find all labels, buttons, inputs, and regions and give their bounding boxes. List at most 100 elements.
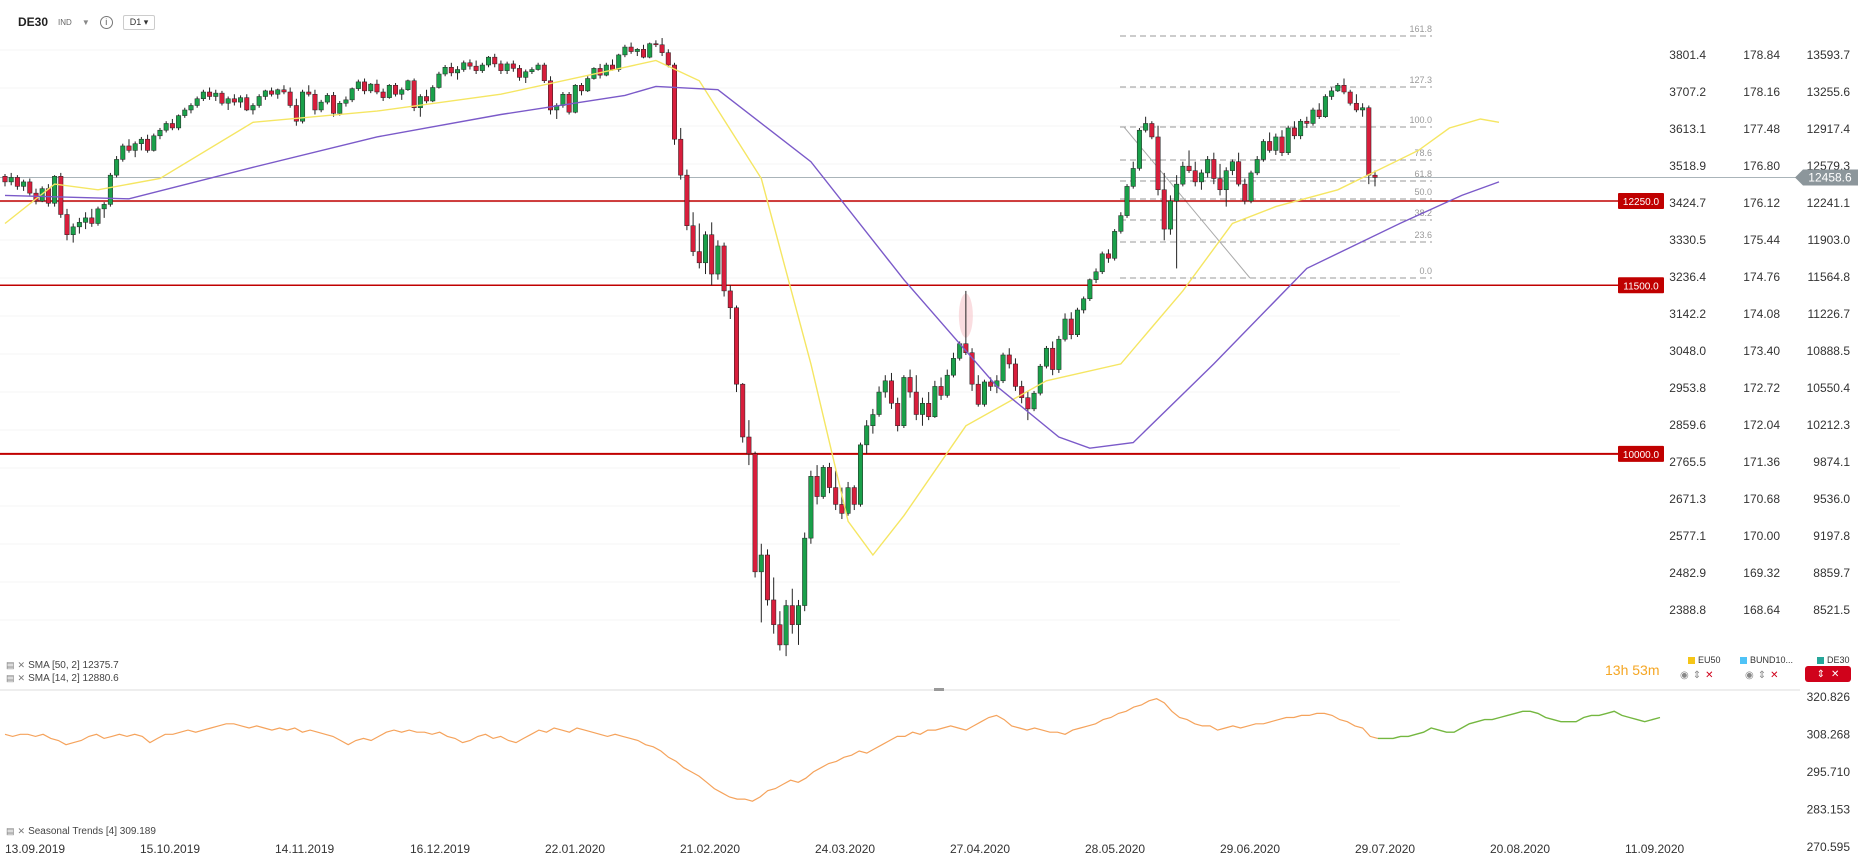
candle-down xyxy=(287,91,293,106)
date-axis-label: 16.12.2019 xyxy=(410,842,470,856)
fib-level-label: 23.6 xyxy=(1414,230,1432,240)
price-axis-left-label: 2765.5 xyxy=(1669,455,1706,469)
candle-down xyxy=(411,80,417,108)
close-icon[interactable]: ✕ xyxy=(17,826,26,836)
candle-down xyxy=(231,98,237,103)
candle-down xyxy=(207,91,213,97)
chart-header: DE30 IND ▼ i D1 ▾ xyxy=(18,12,156,32)
indicator-sma50-label[interactable]: ▤ ✕ SMA [50, 2] 12375.7 xyxy=(6,660,119,671)
settings-icon[interactable]: ▤ xyxy=(6,660,15,670)
candle-up xyxy=(405,80,411,90)
sort-icon[interactable]: ⇕ xyxy=(1757,670,1767,681)
legend-eu50[interactable]: EU50 xyxy=(1688,655,1721,665)
candle-up xyxy=(1000,354,1006,382)
candle-down xyxy=(293,105,299,122)
eye-icon[interactable]: ◉ xyxy=(1745,670,1754,681)
candle-down xyxy=(1161,189,1167,230)
candle-up xyxy=(703,234,708,264)
date-axis-label: 15.10.2019 xyxy=(140,842,200,856)
candle-down xyxy=(1006,354,1012,365)
seasonal-line-history xyxy=(4,698,1378,802)
candle-up xyxy=(225,98,231,104)
legend-bund10[interactable]: BUND10... xyxy=(1740,655,1793,665)
candle-up xyxy=(1056,338,1062,370)
fib-level-label: 78.6 xyxy=(1414,148,1432,158)
price-level-badge xyxy=(1618,277,1664,294)
info-icon[interactable]: i xyxy=(99,15,113,29)
candle-down xyxy=(14,177,20,187)
candle-down xyxy=(64,214,70,235)
price-axis-left-label: 2671.3 xyxy=(1669,492,1706,506)
candle-up xyxy=(479,64,485,71)
eu50-controls: ◉ ⇕ ✕ xyxy=(1680,670,1714,681)
sort-icon[interactable]: ⇕ xyxy=(1692,670,1702,681)
candle-up xyxy=(83,217,89,223)
candle-up xyxy=(932,386,938,418)
candle-down xyxy=(721,245,727,292)
close-icon[interactable]: ✕ xyxy=(1831,668,1840,680)
candle-down xyxy=(839,504,845,514)
price-axis-right-label: 9874.1 xyxy=(1813,455,1850,469)
candle-down xyxy=(467,62,473,67)
candle-down xyxy=(1353,102,1359,111)
settings-icon[interactable]: ▤ xyxy=(6,826,15,836)
candle-down xyxy=(244,97,250,111)
price-axis-right-label: 9197.8 xyxy=(1813,529,1850,543)
candle-down xyxy=(684,174,690,226)
price-axis-mid-label: 178.84 xyxy=(1743,48,1780,62)
candle-down xyxy=(1267,141,1273,151)
close-icon[interactable]: ✕ xyxy=(1770,670,1779,681)
price-axis-left-label: 3801.4 xyxy=(1669,48,1706,62)
candle-down xyxy=(988,381,994,387)
close-icon[interactable]: ✕ xyxy=(17,660,26,670)
candle-down xyxy=(1025,397,1031,410)
seasonal-axis-label: 320.826 xyxy=(1807,690,1851,704)
price-axis-right-label: 12241.1 xyxy=(1807,196,1851,210)
timeframe-select[interactable]: D1 ▾ xyxy=(122,14,156,30)
candle-up xyxy=(622,46,628,56)
settings-icon[interactable]: ▤ xyxy=(6,673,15,683)
candle-up xyxy=(1205,159,1211,174)
candle-down xyxy=(517,68,523,78)
candle-up xyxy=(1260,141,1266,160)
candle-down xyxy=(1019,386,1025,398)
color-swatch xyxy=(1740,656,1747,664)
legend-de30[interactable]: DE30 xyxy=(1817,655,1850,665)
de30-controls[interactable]: ⇕ ✕ xyxy=(1805,666,1851,682)
price-axis-left-label: 3424.7 xyxy=(1669,196,1706,210)
sort-icon[interactable]: ⇕ xyxy=(1816,668,1825,680)
price-axis-mid-label: 173.40 xyxy=(1743,344,1780,358)
date-axis-label: 29.07.2020 xyxy=(1355,842,1415,856)
sma50-line xyxy=(4,85,1500,449)
eye-icon[interactable]: ◉ xyxy=(1680,670,1689,681)
candle-up xyxy=(647,43,653,58)
candle-down xyxy=(734,307,739,385)
price-axis-mid-label: 176.12 xyxy=(1743,196,1780,210)
close-icon[interactable]: ✕ xyxy=(1705,670,1714,681)
candle-down xyxy=(1291,127,1297,137)
indicator-seasonal-label[interactable]: ▤ ✕ Seasonal Trends [4] 309.189 xyxy=(6,826,156,837)
chevron-down-icon[interactable]: ▼ xyxy=(81,17,90,27)
candle-up xyxy=(461,62,467,70)
candle-up xyxy=(101,204,107,210)
indicator-sma14-label[interactable]: ▤ ✕ SMA [14, 2] 12880.6 xyxy=(6,673,119,684)
seasonal-axis-label: 295.710 xyxy=(1807,765,1851,779)
symbol-name[interactable]: DE30 xyxy=(18,15,49,29)
close-icon[interactable]: ✕ xyxy=(17,673,26,683)
candle-up xyxy=(715,245,721,275)
candle-down xyxy=(169,123,175,129)
candle-up xyxy=(430,87,436,102)
candle-up xyxy=(76,222,82,228)
candle-up xyxy=(1031,392,1037,410)
candle-down xyxy=(895,403,901,427)
candle-up xyxy=(870,414,876,427)
price-axis-right-label: 8859.7 xyxy=(1813,566,1850,580)
candle-up xyxy=(1062,318,1068,340)
candle-up xyxy=(188,105,194,111)
price-axis-right-label: 10888.5 xyxy=(1807,344,1851,358)
fib-level-label: 61.8 xyxy=(1414,169,1432,179)
price-axis-right-label: 11903.0 xyxy=(1808,233,1851,247)
candle-down xyxy=(826,467,832,488)
candle-down xyxy=(473,65,479,71)
